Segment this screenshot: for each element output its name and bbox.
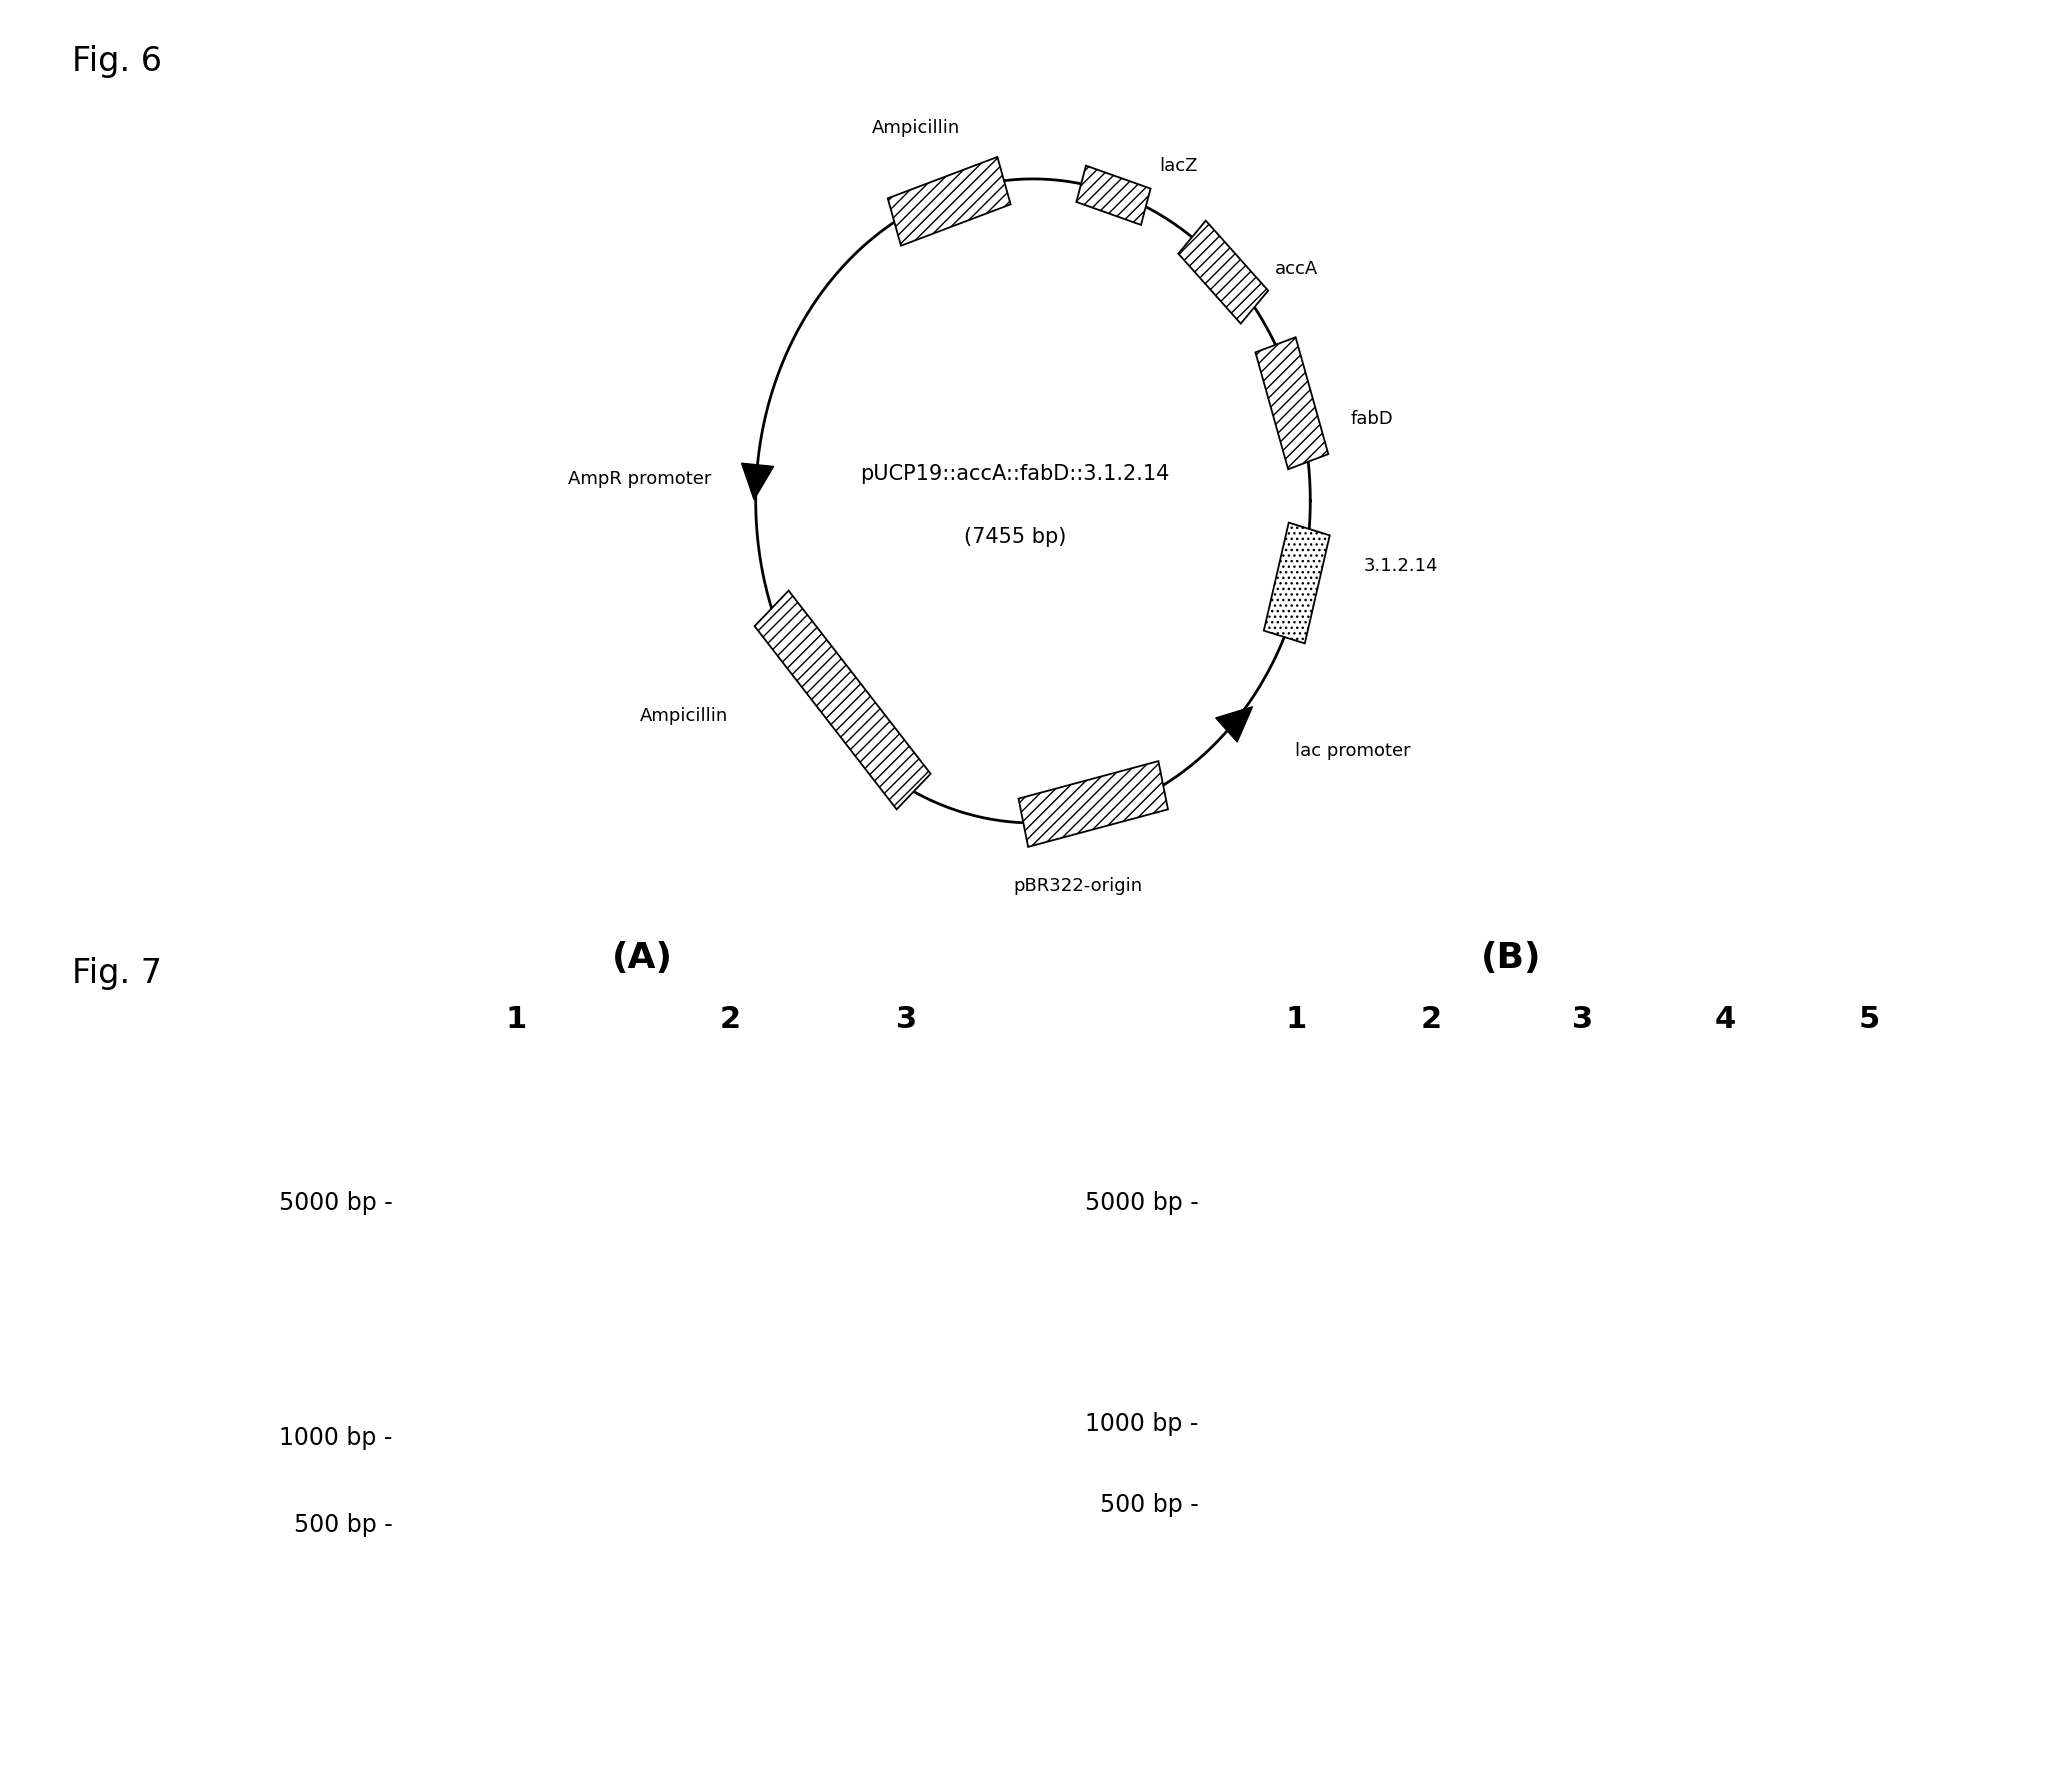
Text: 1: 1 <box>1285 1005 1306 1034</box>
Ellipse shape <box>1535 1510 1630 1553</box>
Ellipse shape <box>1673 1386 1793 1449</box>
Text: (B): (B) <box>1481 941 1541 975</box>
Text: pUCP19::accA::fabD::3.1.2.14: pUCP19::accA::fabD::3.1.2.14 <box>859 463 1169 485</box>
Text: Fig. 7: Fig. 7 <box>72 957 163 989</box>
Bar <box>434 1492 572 1510</box>
Text: 4: 4 <box>1715 1005 1735 1034</box>
Ellipse shape <box>1820 1488 1932 1535</box>
Polygon shape <box>1019 760 1167 846</box>
Polygon shape <box>1215 707 1252 742</box>
Text: fabD: fabD <box>1351 410 1392 428</box>
Text: (A): (A) <box>612 941 674 975</box>
Text: 3: 3 <box>897 1005 917 1034</box>
Text: 1000 bp -: 1000 bp - <box>1085 1413 1198 1437</box>
Bar <box>1233 1109 1343 1231</box>
Text: 5: 5 <box>1857 1005 1880 1034</box>
Bar <box>1233 1458 1343 1478</box>
Bar <box>1233 1290 1343 1324</box>
Polygon shape <box>888 157 1010 245</box>
Text: lac promoter: lac promoter <box>1295 742 1411 760</box>
Bar <box>434 1378 572 1415</box>
Bar <box>434 1109 572 1243</box>
Bar <box>434 1451 572 1478</box>
Text: 500 bp -: 500 bp - <box>1099 1494 1198 1517</box>
Text: Fig. 6: Fig. 6 <box>72 45 163 77</box>
Text: 5000 bp -: 5000 bp - <box>279 1191 393 1215</box>
Text: 1000 bp -: 1000 bp - <box>279 1426 393 1449</box>
Ellipse shape <box>667 1404 895 1471</box>
Ellipse shape <box>1372 1386 1492 1449</box>
Text: (7455 bp): (7455 bp) <box>965 526 1066 547</box>
Text: 3: 3 <box>1572 1005 1593 1034</box>
Text: Ampicillin: Ampicillin <box>872 118 961 136</box>
Polygon shape <box>1178 220 1269 324</box>
Bar <box>1233 1404 1343 1426</box>
Ellipse shape <box>1820 1386 1932 1449</box>
Ellipse shape <box>698 1492 963 1558</box>
Ellipse shape <box>1376 1487 1488 1537</box>
Text: lacZ: lacZ <box>1159 157 1196 175</box>
Polygon shape <box>754 590 930 809</box>
Text: 500 bp -: 500 bp - <box>293 1513 393 1537</box>
Polygon shape <box>742 463 773 499</box>
Text: 1: 1 <box>506 1005 527 1034</box>
Text: AmpR promoter: AmpR promoter <box>568 469 711 488</box>
Bar <box>1233 1351 1343 1378</box>
Ellipse shape <box>1523 1386 1642 1449</box>
Bar <box>1233 1492 1343 1506</box>
Text: 2: 2 <box>719 1005 742 1034</box>
Text: 3.1.2.14: 3.1.2.14 <box>1364 558 1438 576</box>
Text: Ampicillin: Ampicillin <box>640 707 729 725</box>
Polygon shape <box>1076 166 1151 225</box>
Text: 5000 bp -: 5000 bp - <box>1085 1191 1198 1215</box>
Polygon shape <box>1256 336 1328 469</box>
Text: 2: 2 <box>1421 1005 1442 1034</box>
Polygon shape <box>1264 522 1331 644</box>
Text: accA: accA <box>1275 259 1318 279</box>
Text: pBR322-origin: pBR322-origin <box>1012 877 1142 894</box>
